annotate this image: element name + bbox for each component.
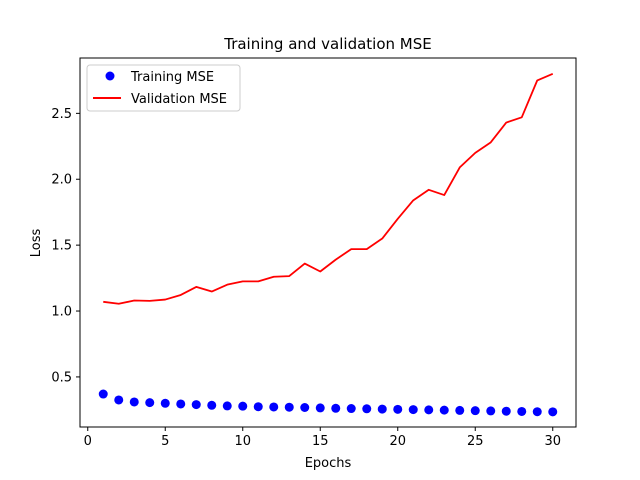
training-mse-point: [362, 404, 372, 414]
series-layer: [98, 72, 558, 417]
x-tick-label: 30: [544, 434, 561, 449]
training-mse-point: [114, 395, 124, 405]
x-tick-label: 0: [84, 434, 92, 449]
training-mse-point: [176, 399, 186, 409]
training-mse-point: [269, 402, 279, 412]
training-mse-point: [331, 403, 341, 413]
training-mse-point: [145, 398, 155, 408]
plot-frame: [79, 57, 577, 428]
training-mse-point: [548, 407, 558, 417]
x-axis-label: Epochs: [305, 456, 352, 471]
y-tick-label: 0.5: [51, 370, 72, 385]
legend-label-validation-mse: Validation MSE: [131, 92, 227, 107]
training-mse-point: [393, 404, 403, 414]
x-tick-label: 15: [312, 434, 329, 449]
training-mse-point: [517, 406, 527, 416]
training-mse-point: [315, 403, 325, 413]
training-mse-point: [222, 401, 232, 411]
training-mse-point: [377, 404, 387, 414]
training-mse-point: [160, 398, 170, 408]
y-tick-label: 2.5: [51, 107, 72, 122]
training-mse-point: [238, 401, 248, 411]
y-axis-label: Loss: [29, 229, 44, 258]
x-ticks: 0 5 10 15 20 25 30: [84, 427, 561, 449]
y-tick-label: 2.0: [51, 173, 72, 188]
x-tick-label: 10: [234, 434, 251, 449]
training-mse-point: [98, 389, 108, 399]
training-mse-point: [284, 402, 294, 412]
training-mse-point: [486, 406, 496, 416]
y-ticks: 0.5 1.0 1.5 2.0 2.5: [51, 107, 80, 385]
legend-box: [86, 64, 241, 112]
x-tick-label: 25: [467, 434, 484, 449]
y-tick-label: 1.0: [51, 305, 72, 320]
chart-title: Training and validation MSE: [223, 35, 432, 53]
x-tick-label: 20: [389, 434, 406, 449]
training-mse-point: [300, 403, 310, 412]
training-mse-point: [129, 397, 139, 407]
validation-mse-line: [103, 72, 554, 305]
training-mse-point: [455, 405, 465, 415]
y-tick-label: 1.5: [51, 239, 72, 254]
training-mse-point: [532, 407, 542, 417]
training-mse-point: [191, 400, 201, 410]
legend: Training MSE Validation MSE: [86, 64, 241, 112]
training-mse-point: [253, 402, 263, 412]
training-mse-point: [439, 405, 449, 415]
training-mse-point: [408, 405, 418, 415]
legend-marker-training-mse: [105, 71, 115, 81]
training-mse-point: [501, 406, 511, 416]
training-mse-point: [470, 406, 480, 416]
training-mse-point: [346, 404, 356, 414]
training-mse-point: [424, 405, 434, 415]
legend-label-training-mse: Training MSE: [130, 70, 214, 85]
training-mse-point: [207, 400, 217, 410]
x-tick-label: 5: [161, 434, 169, 449]
